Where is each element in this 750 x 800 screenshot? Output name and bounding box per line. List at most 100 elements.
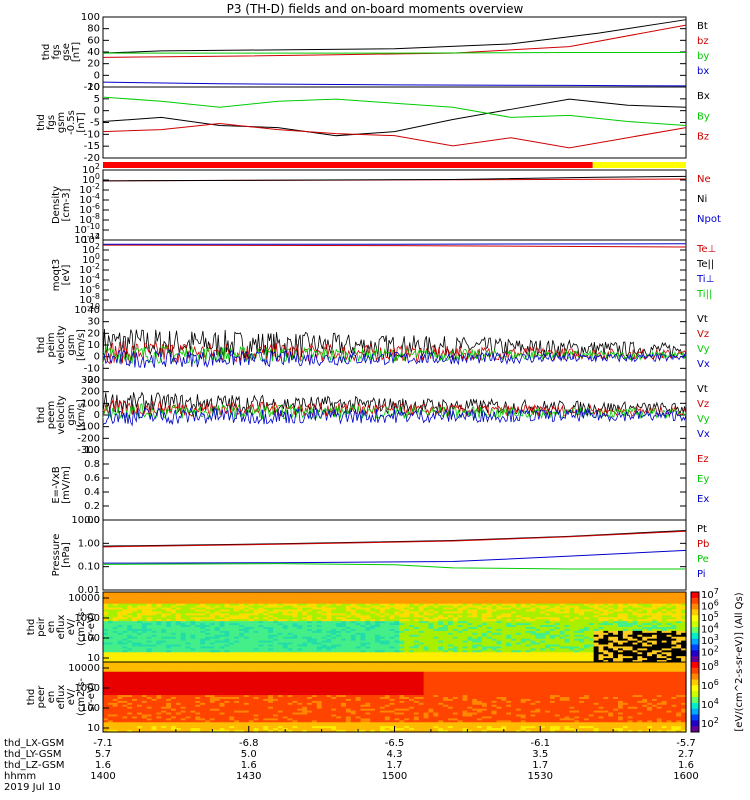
y-tick-label: 0	[94, 106, 100, 117]
y-tick-label: 0.4	[84, 487, 100, 498]
footer-value: -6.1	[530, 738, 550, 749]
chart-title: P3 (TH-D) fields and on-board moments ov…	[226, 2, 524, 16]
colorbar-tick-label: 102	[701, 645, 719, 659]
velocity-trace	[102, 328, 687, 360]
y-tick-label: 100	[81, 12, 100, 23]
panel-frame	[102, 16, 687, 88]
series-line-Pe	[102, 549, 687, 564]
series-line-Bx	[102, 98, 687, 137]
y-axis-label: gsm	[66, 404, 77, 425]
y-axis-label: peem	[46, 401, 57, 429]
colorbar-tick-label: 104	[701, 697, 719, 711]
y-tick-label: 10-10	[74, 222, 100, 236]
y-axis-label: peer	[36, 685, 47, 709]
y-tick-label: 0.01	[78, 585, 100, 596]
colorbar-tick-label: 107	[701, 587, 719, 601]
y-axis-label: peir	[36, 616, 47, 636]
y-tick-label: 10-2	[79, 182, 100, 196]
series-line-Bt	[102, 19, 687, 54]
y-tick-label: 0	[94, 410, 100, 421]
footer-value: 1430	[236, 771, 261, 782]
velocity-trace	[102, 402, 687, 420]
y-axis-label: -0.5s	[66, 110, 77, 135]
y-tick-label: 10-4	[79, 272, 100, 286]
y-axis-label: gsm	[66, 334, 77, 355]
panel-frame	[102, 309, 687, 381]
y-tick-label: 10	[87, 340, 100, 351]
y-axis-label: thd	[36, 337, 47, 354]
series-line-bz	[102, 24, 687, 58]
footer-value: 1.7	[532, 760, 548, 771]
y-tick-label: 300	[81, 375, 100, 386]
y-axis-label: thd	[36, 114, 47, 131]
colorbar-label: [eV/(cm^2-s-sr-eV)] (All Qs)	[734, 592, 745, 731]
legend-entry: Vx	[697, 359, 710, 370]
y-tick-label: 0.2	[84, 501, 100, 512]
y-axis-label: [km/s]	[76, 329, 87, 361]
y-tick-label: 0	[94, 70, 100, 81]
y-tick-label: 1.00	[78, 538, 100, 549]
colorbar-tick-label: 106	[701, 599, 719, 613]
y-axis-label: fgs	[46, 115, 57, 130]
colorbar-tick-label: 108	[701, 659, 719, 673]
y-axis-label: [mV/m]	[61, 466, 72, 504]
y-tick-label: 0.10	[78, 562, 100, 573]
footer-row-label: thd_LY-GSM	[4, 749, 61, 760]
panel-frame	[102, 519, 687, 591]
legend-entry: Ti||	[696, 289, 712, 300]
y-tick-label: 100	[82, 172, 100, 186]
y-axis-label: velocity	[56, 325, 67, 364]
y-axis-label: fgs	[51, 44, 62, 59]
y-tick-label: 10-6	[79, 282, 100, 296]
y-tick-label: 102	[82, 242, 100, 256]
y-tick-label: -100	[77, 422, 100, 433]
mode-bar-segment	[592, 162, 686, 168]
y-tick-label: 30	[87, 317, 100, 328]
y-tick-label: 10	[87, 82, 100, 93]
y-tick-label: 10000	[68, 593, 100, 604]
legend-entry: Pi	[697, 569, 706, 580]
legend-entry: Vz	[697, 399, 709, 410]
footer-value: 5.0	[241, 749, 257, 760]
velocity-trace	[102, 349, 687, 369]
legend-entry: Ni	[697, 194, 707, 205]
panel-frame	[102, 86, 687, 159]
y-tick-label: 10-4	[79, 192, 100, 206]
y-tick-label: 10-8	[79, 292, 100, 306]
footer-row-label: thd_LX-GSM	[4, 738, 64, 749]
legend-entry: Bx	[697, 91, 710, 102]
y-tick-label: 100	[82, 252, 100, 266]
footer-value: 5.7	[95, 749, 111, 760]
y-tick-label: 10.00	[71, 515, 100, 526]
y-tick-label: 20	[87, 59, 100, 70]
series-line-Te	[102, 244, 687, 248]
footer-value: 1600	[673, 771, 698, 782]
legend-entry: Te||	[696, 259, 714, 270]
spectrogram	[103, 592, 687, 663]
colorbar-tick-label: 103	[701, 633, 719, 647]
y-axis-label: velocity	[56, 395, 67, 434]
y-tick-label: 104	[82, 232, 100, 246]
y-axis-label: [cm-3]	[61, 188, 72, 221]
y-tick-label: 5	[94, 94, 100, 105]
colorbar-tick-label: 104	[701, 622, 719, 636]
series-line-Pi	[102, 563, 686, 570]
y-tick-label: 10000	[68, 663, 100, 674]
y-axis-label: thd	[36, 407, 47, 424]
y-tick-label: 10-12	[74, 232, 100, 246]
legend-entry: Ey	[697, 474, 709, 485]
y-tick-label: 10	[87, 723, 100, 734]
y-tick-label: 0.6	[84, 473, 100, 484]
spectrogram	[103, 662, 687, 733]
y-tick-label: 40	[87, 305, 100, 316]
y-tick-label: -200	[77, 433, 100, 444]
y-axis-label: [nPa]	[61, 542, 72, 568]
y-tick-label: 10	[87, 653, 100, 664]
series-line-Ni	[102, 175, 687, 182]
y-tick-label: -5	[90, 118, 100, 129]
y-tick-label: 0.0	[84, 515, 100, 526]
legend-entry: Ti⊥	[696, 274, 714, 285]
y-axis-label: moqt3	[51, 259, 62, 292]
y-tick-label: 80	[87, 24, 100, 35]
y-tick-label: 10-8	[79, 212, 100, 226]
